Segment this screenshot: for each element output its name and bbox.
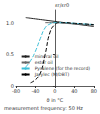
svg-text:1.0: 1.0 <box>6 20 14 26</box>
svg-text:-40: -40 <box>31 88 39 94</box>
svg-text:-80: -80 <box>12 88 20 94</box>
svg-text:Pyralene (for the record): Pyralene (for the record) <box>35 66 91 71</box>
svg-text:0: 0 <box>53 88 56 94</box>
svg-text:80: 80 <box>91 88 97 94</box>
svg-text:0: 0 <box>10 83 14 89</box>
svg-text:Jarylec (M/DBT): Jarylec (M/DBT) <box>34 72 70 77</box>
svg-text:εr/εr0: εr/εr0 <box>55 2 69 8</box>
svg-text:ϑ in °C: ϑ in °C <box>46 97 63 103</box>
svg-text:ester oil: ester oil <box>35 60 53 65</box>
svg-text:0.5: 0.5 <box>6 51 14 57</box>
svg-text:mineral oil: mineral oil <box>35 54 59 59</box>
svg-text:40: 40 <box>71 88 77 94</box>
svg-text:measurement frequency: 50 Hz: measurement frequency: 50 Hz <box>4 105 83 112</box>
